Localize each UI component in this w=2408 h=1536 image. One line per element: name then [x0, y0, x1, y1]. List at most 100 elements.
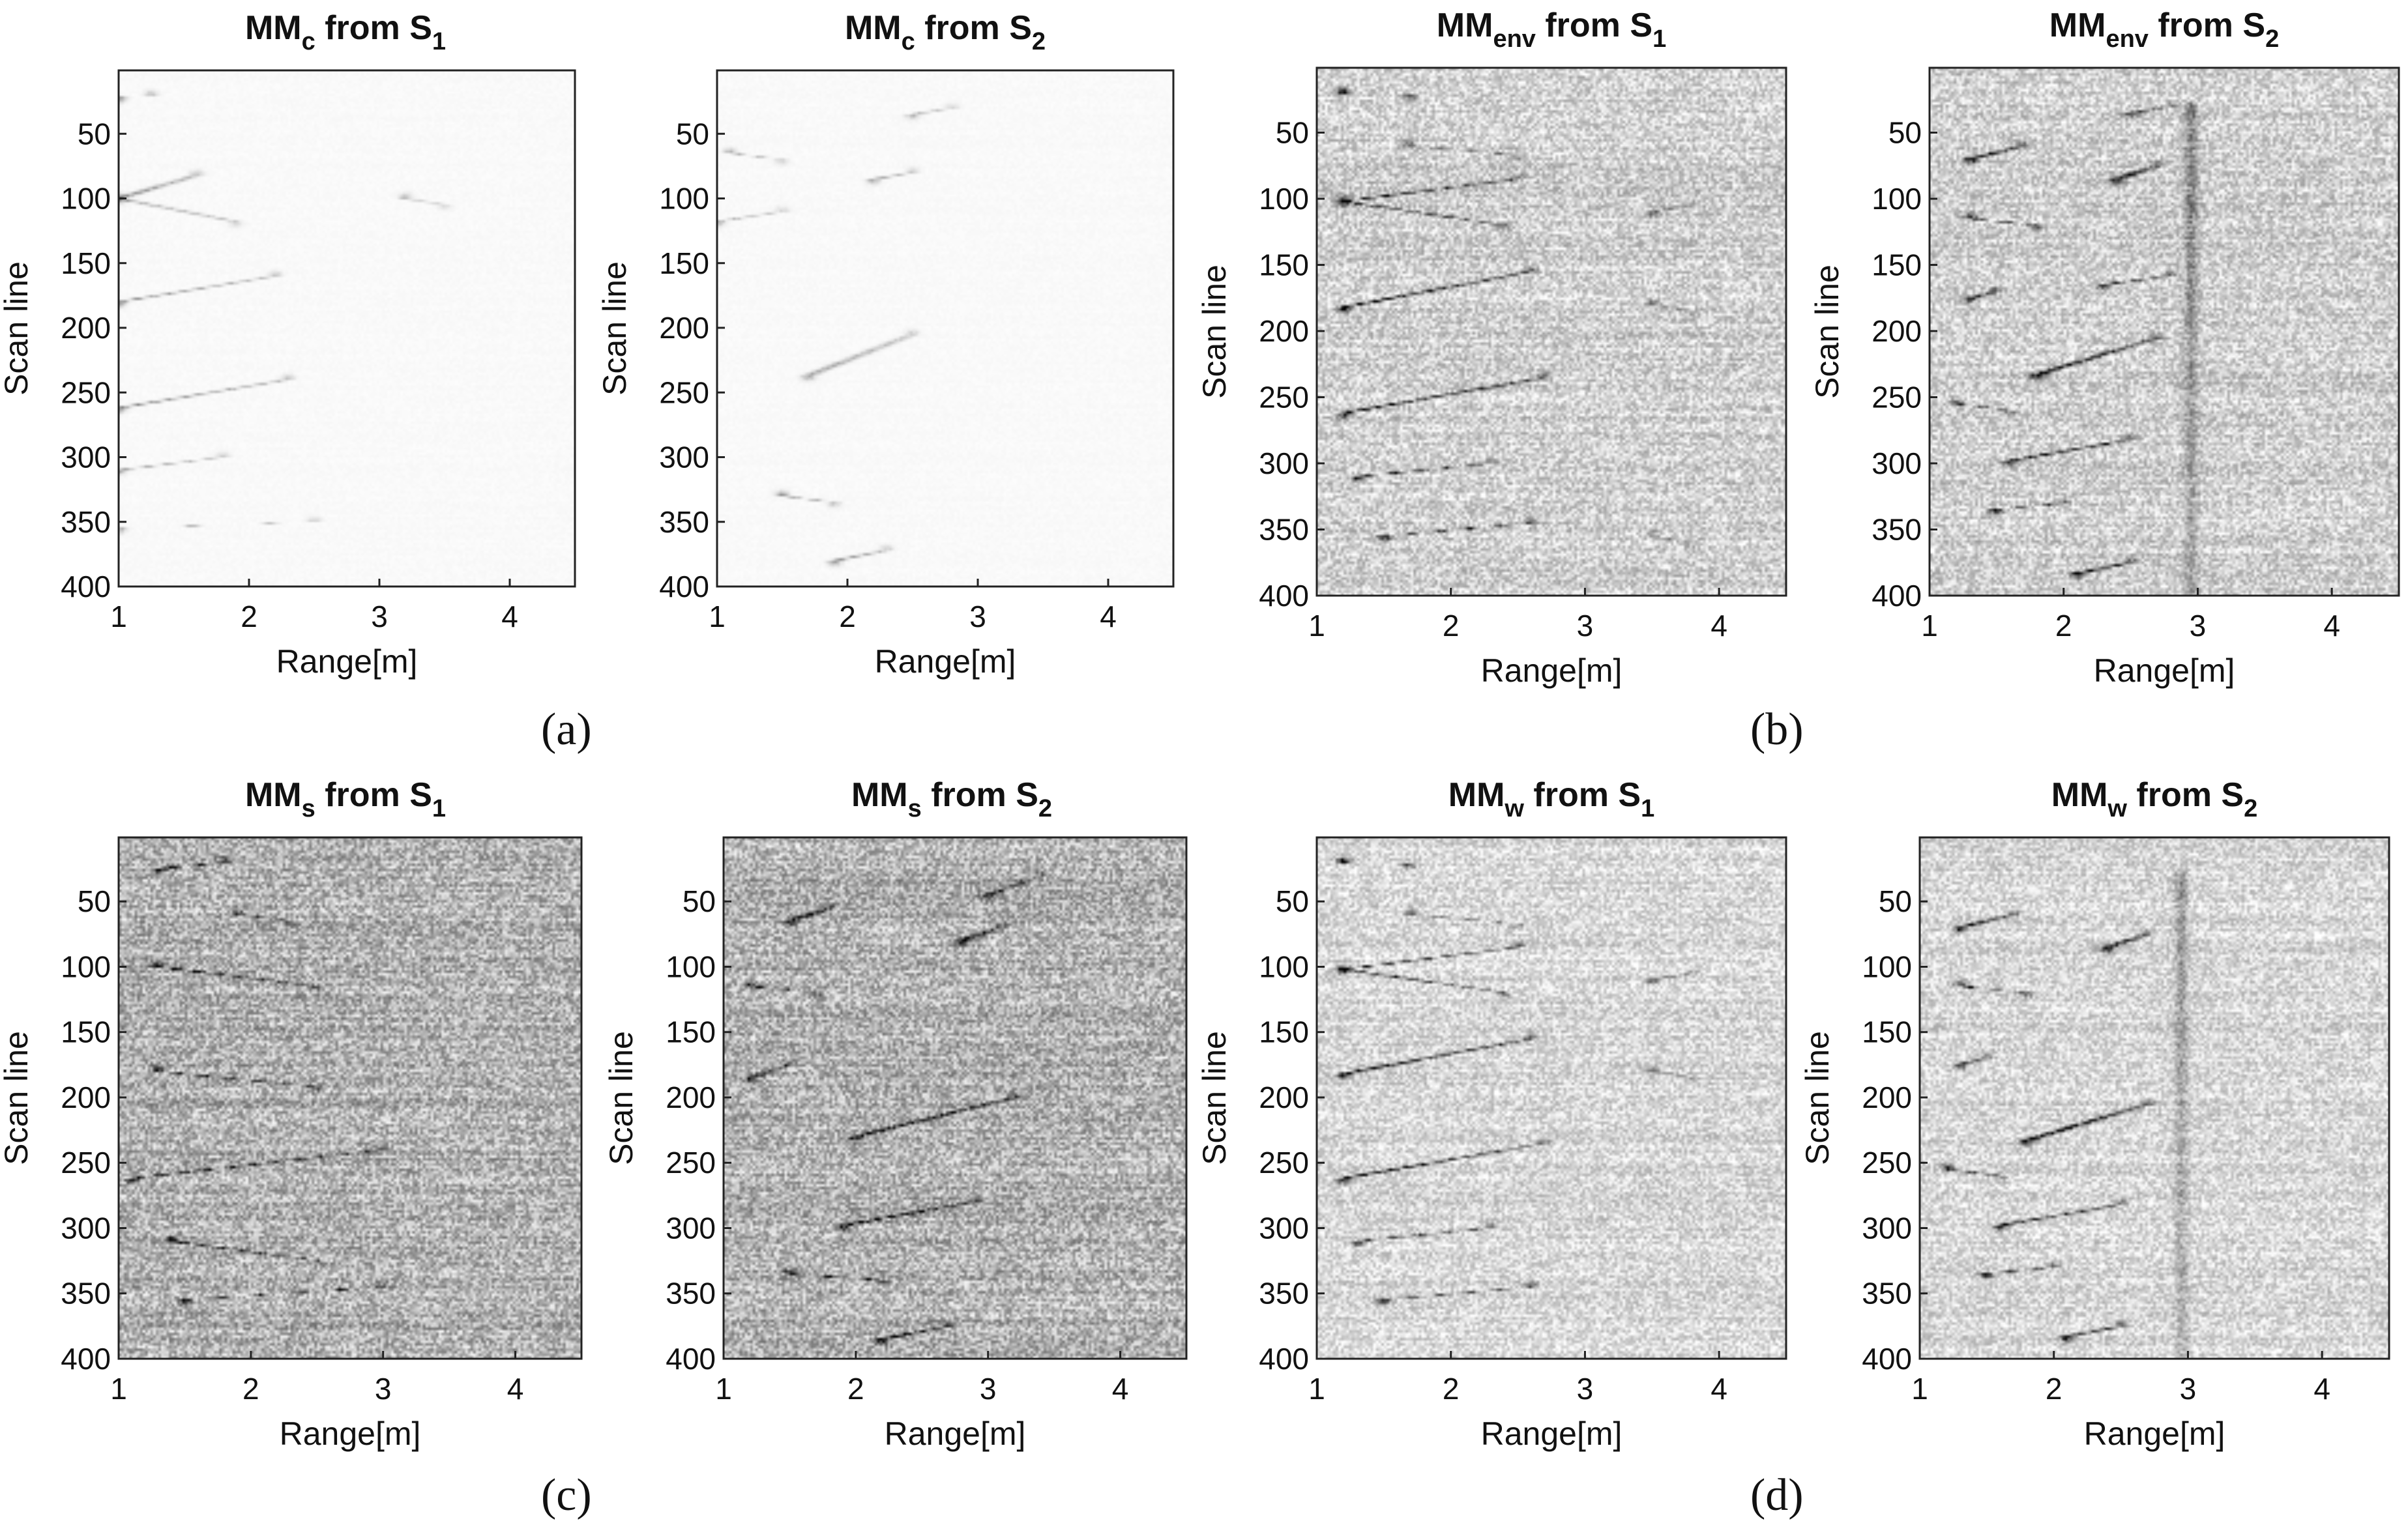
y-tick-label: 100: [659, 182, 709, 216]
y-tick-label: 350: [1862, 1277, 1912, 1311]
y-axis-label: Scan line: [1196, 1031, 1233, 1165]
y-tick-label: 50: [78, 117, 111, 151]
x-tick-label: 2: [839, 600, 856, 633]
y-axis-label: Scan line: [596, 261, 633, 396]
title-text: from S: [1524, 776, 1641, 814]
y-tick-label: 50: [78, 884, 111, 918]
y-tick-label: 200: [1872, 314, 1922, 348]
title-subscript: c: [302, 28, 316, 55]
title-text: from S: [316, 776, 432, 814]
heatmap-image: [1317, 68, 1786, 596]
y-tick-label: 400: [1259, 1342, 1309, 1376]
heatmap-image: [1317, 837, 1786, 1359]
y-tick-label: 400: [61, 570, 111, 603]
chart-title: MMenv from S2: [2049, 7, 2279, 53]
y-tick-label: 200: [666, 1080, 716, 1114]
title-text: from S: [2127, 776, 2244, 814]
y-tick-label: 100: [1259, 949, 1309, 983]
title-subscript: w: [1504, 795, 1524, 822]
x-tick-label: 2: [1443, 1372, 1460, 1406]
chart-title: MMc from S2: [845, 9, 1046, 55]
chart-panel: 1 2 3 4 50 100 150 200 250 300 350 400 Range[m] Scan …: [1196, 776, 1787, 1452]
y-tick-label: 400: [1259, 579, 1309, 613]
heatmap-image: [1920, 837, 2389, 1359]
y-tick-label: 300: [666, 1211, 716, 1245]
title-text: MM: [851, 776, 908, 814]
y-axis-label: Scan line: [1809, 265, 1845, 399]
x-tick-label: 2: [2046, 1372, 2063, 1406]
y-tick-label: 150: [1862, 1015, 1912, 1049]
y-tick-label: 350: [61, 505, 111, 539]
y-tick-label: 150: [666, 1015, 716, 1049]
y-tick-label: 200: [659, 311, 709, 345]
x-tick-label: 2: [242, 1372, 259, 1406]
y-tick-label: 250: [1259, 380, 1309, 414]
chart-panel: 1 2 3 4 50 100 150 200 250 300 350 400 Range[m] Scan …: [603, 776, 1188, 1452]
y-axis-label: Scan line: [603, 1031, 639, 1165]
heatmap-image: [119, 70, 575, 587]
y-tick-label: 250: [1862, 1146, 1912, 1180]
y-tick-label: 350: [1872, 512, 1922, 546]
x-axis-label: Range[m]: [1481, 652, 1622, 689]
y-tick-label: 50: [1276, 115, 1309, 149]
y-tick-label: 250: [666, 1146, 716, 1180]
x-tick-label: 1: [110, 600, 127, 633]
title-text: MM: [2049, 7, 2106, 44]
y-tick-label: 400: [666, 1342, 716, 1376]
y-tick-label: 350: [666, 1277, 716, 1311]
y-tick-label: 150: [659, 246, 709, 280]
x-axis-label: Range[m]: [885, 1415, 1026, 1452]
y-tick-label: 100: [1259, 182, 1309, 216]
y-tick-label: 200: [61, 311, 111, 345]
x-axis-label: Range[m]: [1481, 1415, 1622, 1452]
x-tick-label: 4: [1100, 600, 1117, 633]
chart-panel: 1 2 3 4 50 100 150 200 250 300 350 400 Range[m] Scan …: [0, 9, 576, 680]
x-tick-label: 2: [2055, 609, 2072, 643]
panel-label-d: (d): [1750, 1470, 1804, 1520]
y-axis-label: Scan line: [0, 261, 35, 396]
chart-panel: 1 2 3 4 50 100 150 200 250 300 350 400 Range[m] Scan …: [0, 776, 583, 1452]
title-subscript: 2: [1032, 28, 1046, 55]
y-tick-label: 100: [61, 949, 111, 983]
y-tick-label: 50: [1879, 884, 1912, 918]
x-tick-label: 2: [1443, 609, 1460, 643]
title-text: MM: [245, 9, 302, 47]
y-tick-label: 350: [61, 1277, 111, 1311]
y-tick-label: 300: [659, 441, 709, 474]
y-tick-label: 350: [1259, 1277, 1309, 1311]
title-text: from S: [922, 776, 1038, 814]
y-tick-label: 150: [61, 246, 111, 280]
chart-title: MMw from S2: [2051, 776, 2257, 822]
chart-title: MMs from S2: [851, 776, 1052, 822]
title-subscript: 2: [2244, 795, 2257, 822]
y-tick-label: 200: [1259, 1080, 1309, 1114]
x-tick-label: 3: [375, 1372, 392, 1406]
title-subscript: 2: [1038, 795, 1052, 822]
chart-panel: 1 2 3 4 50 100 150 200 250 300 350 400 Range[m] Scan …: [596, 9, 1175, 680]
y-tick-label: 50: [676, 117, 709, 151]
title-text: from S: [1536, 7, 1652, 44]
x-tick-label: 3: [371, 600, 388, 633]
x-tick-label: 1: [1921, 609, 1938, 643]
y-tick-label: 400: [61, 1342, 111, 1376]
title-subscript: s: [908, 795, 922, 822]
chart-title: MMc from S1: [245, 9, 446, 55]
y-tick-label: 200: [1259, 314, 1309, 348]
x-axis-label: Range[m]: [280, 1415, 421, 1452]
x-tick-label: 3: [2180, 1372, 2197, 1406]
y-tick-label: 200: [1862, 1080, 1912, 1114]
y-tick-label: 400: [1872, 579, 1922, 613]
x-tick-label: 4: [2323, 609, 2340, 643]
x-tick-label: 2: [847, 1372, 864, 1406]
title-text: MM: [1437, 7, 1493, 44]
x-tick-label: 4: [507, 1372, 524, 1406]
chart-panel: 1 2 3 4 50 100 150 200 250 300 350 400 Range[m] Scan …: [1196, 7, 1787, 689]
y-tick-label: 100: [1872, 182, 1922, 216]
x-tick-label: 1: [110, 1372, 127, 1406]
y-axis-label: Scan line: [1196, 265, 1233, 399]
title-subscript: s: [302, 795, 316, 822]
y-tick-label: 250: [1259, 1146, 1309, 1180]
y-tick-label: 300: [1862, 1211, 1912, 1245]
y-tick-label: 300: [61, 441, 111, 474]
x-tick-label: 1: [1308, 1372, 1325, 1406]
